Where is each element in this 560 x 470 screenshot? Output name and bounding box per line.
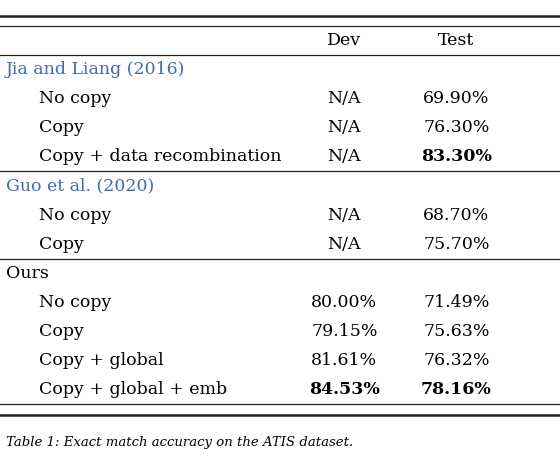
Text: Table 1: Exact match accuracy on the ATIS dataset.: Table 1: Exact match accuracy on the ATI… — [6, 436, 353, 449]
Text: Copy + data recombination: Copy + data recombination — [39, 149, 282, 165]
Text: 79.15%: 79.15% — [311, 323, 377, 340]
Text: N/A: N/A — [328, 236, 361, 253]
Text: N/A: N/A — [328, 149, 361, 165]
Text: N/A: N/A — [328, 119, 361, 136]
Text: No copy: No copy — [39, 90, 111, 107]
Text: No copy: No copy — [39, 294, 111, 311]
Text: 69.90%: 69.90% — [423, 90, 489, 107]
Text: Copy: Copy — [39, 323, 84, 340]
Text: Dev: Dev — [328, 32, 361, 49]
Text: Copy + global + emb: Copy + global + emb — [39, 381, 227, 399]
Text: Guo et al. (2020): Guo et al. (2020) — [6, 178, 154, 195]
Text: Jia and Liang (2016): Jia and Liang (2016) — [6, 61, 185, 78]
Text: N/A: N/A — [328, 207, 361, 224]
Text: 71.49%: 71.49% — [423, 294, 489, 311]
Text: 75.70%: 75.70% — [423, 236, 489, 253]
Text: N/A: N/A — [328, 90, 361, 107]
Text: Test: Test — [438, 32, 474, 49]
Text: 76.32%: 76.32% — [423, 352, 489, 369]
Text: 78.16%: 78.16% — [421, 381, 492, 399]
Text: Copy: Copy — [39, 236, 84, 253]
Text: 75.63%: 75.63% — [423, 323, 489, 340]
Text: 84.53%: 84.53% — [309, 381, 380, 399]
Text: 76.30%: 76.30% — [423, 119, 489, 136]
Text: No copy: No copy — [39, 207, 111, 224]
Text: Ours: Ours — [6, 265, 49, 282]
Text: 80.00%: 80.00% — [311, 294, 377, 311]
Text: 68.70%: 68.70% — [423, 207, 489, 224]
Text: Copy + global: Copy + global — [39, 352, 164, 369]
Text: 81.61%: 81.61% — [311, 352, 377, 369]
Text: Copy: Copy — [39, 119, 84, 136]
Text: 83.30%: 83.30% — [421, 149, 492, 165]
